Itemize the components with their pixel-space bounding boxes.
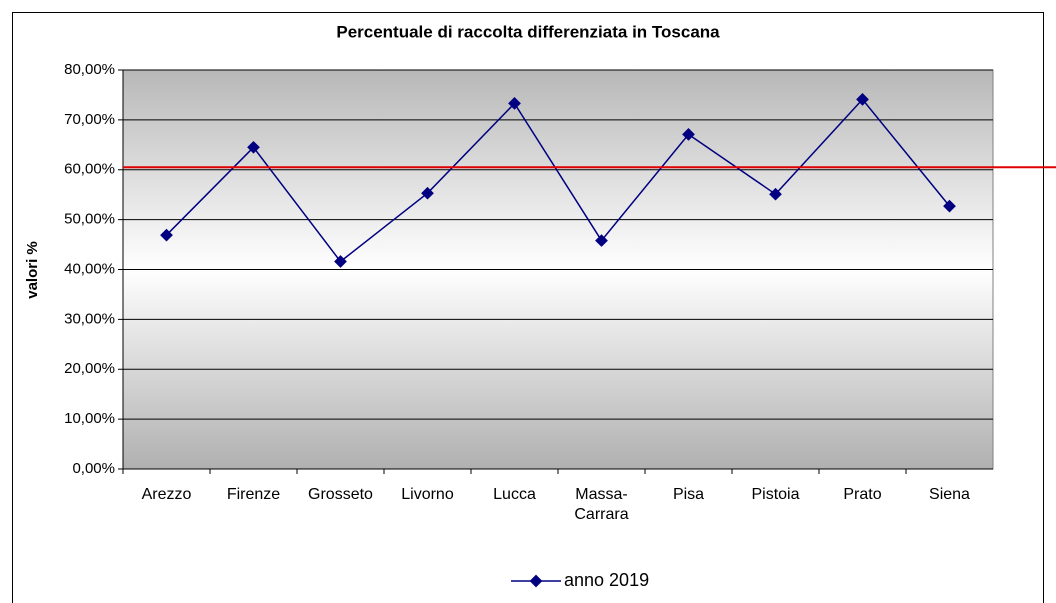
legend-label: anno 2019	[564, 570, 649, 590]
y-tick-label: 80,00%	[64, 61, 115, 78]
x-tick-label: Pisa	[672, 486, 705, 503]
x-tick-label: Prato	[843, 486, 882, 503]
y-axis-title: valori %	[24, 241, 41, 299]
x-tick-label: Siena	[929, 486, 970, 503]
x-tick-label: Livorno	[401, 486, 454, 503]
y-tick-label: 10,00%	[64, 410, 115, 427]
y-tick-label: 30,00%	[64, 310, 115, 327]
x-tick-label: Massa-Carrara	[574, 486, 629, 523]
y-tick-label: 70,00%	[64, 111, 115, 128]
x-tick-label: Grosseto	[308, 486, 373, 503]
x-tick-label: Pistoia	[751, 486, 800, 503]
x-tick-label: Lucca	[493, 486, 536, 503]
x-tick-label: Arezzo	[141, 486, 192, 503]
chart-title: Percentuale di raccolta differenziata in…	[336, 22, 720, 41]
y-tick-label: 0,00%	[72, 460, 115, 477]
y-tick-label: 40,00%	[64, 260, 115, 277]
series-line	[165, 98, 951, 263]
point-marker	[247, 140, 260, 154]
point-marker	[160, 228, 173, 242]
y-tick-label: 50,00%	[64, 211, 115, 228]
point-marker	[334, 255, 347, 268]
point-marker	[421, 186, 434, 200]
y-tick-label: 20,00%	[64, 360, 115, 377]
y-tick-label: 60,00%	[64, 161, 115, 178]
x-tick-label: Firenze	[226, 486, 281, 503]
